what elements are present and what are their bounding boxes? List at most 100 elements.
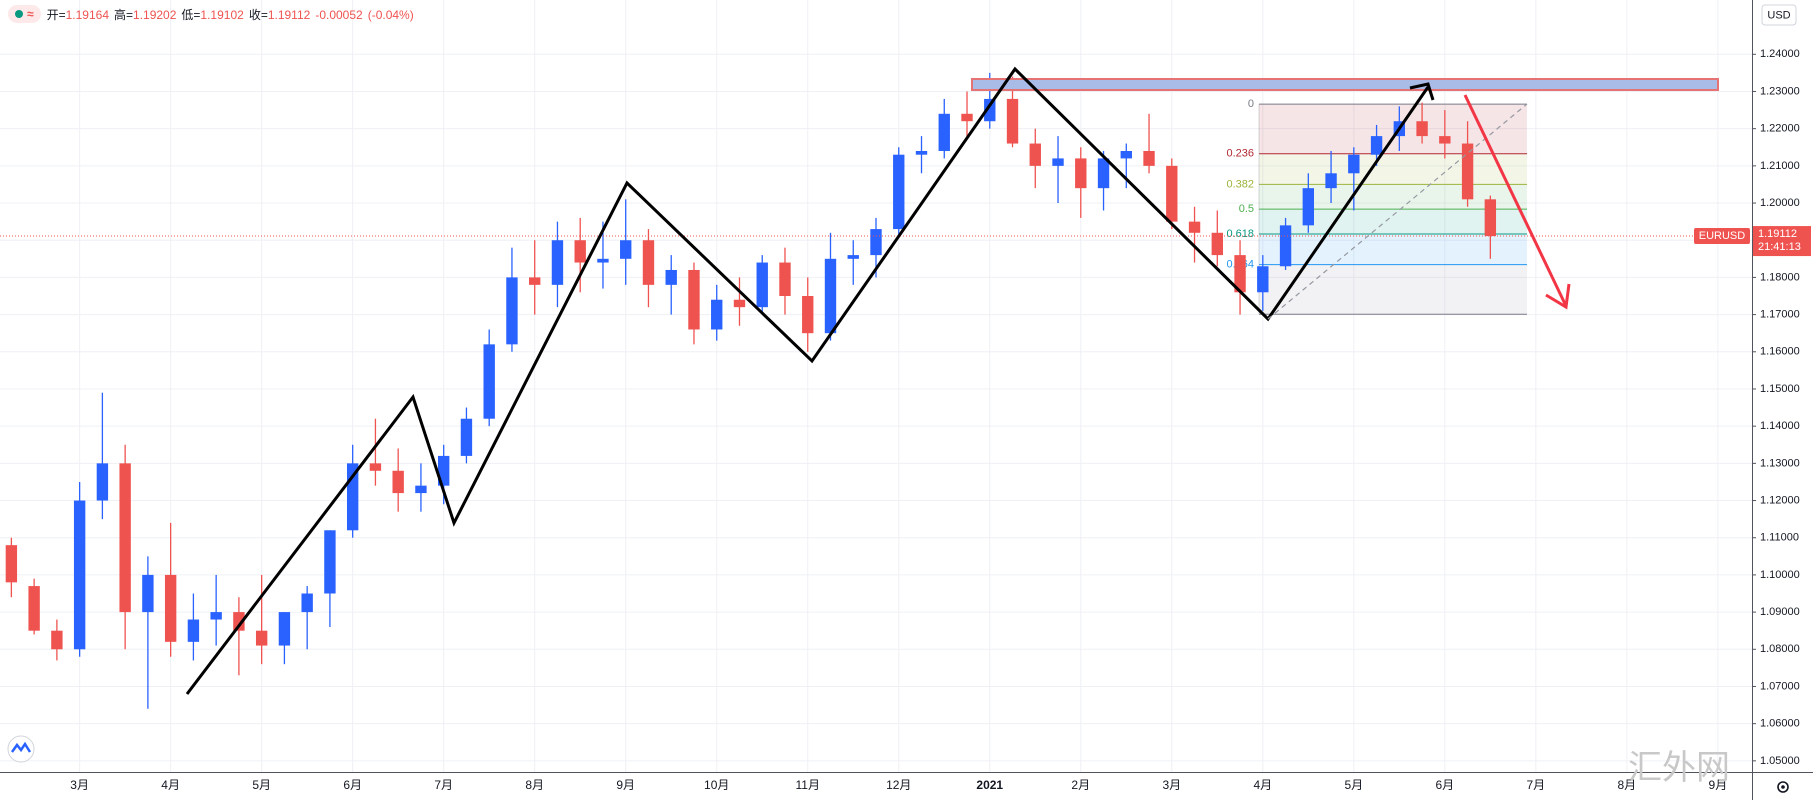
candle-body	[1484, 199, 1497, 237]
candle-body	[642, 240, 655, 285]
status-dot	[15, 10, 23, 18]
x-tick-label: 10月	[704, 778, 729, 792]
y-tick-label: 1.09000	[1760, 606, 1800, 618]
settings-icon[interactable]	[1777, 781, 1789, 793]
y-tick-label: 1.22000	[1760, 123, 1800, 135]
y-tick-label: 1.10000	[1760, 569, 1800, 581]
ohlc-label: 低=	[181, 7, 201, 22]
candle-body	[1302, 188, 1314, 226]
candle-body	[506, 277, 518, 345]
drawings	[185, 66, 1719, 695]
logo-icon	[10, 741, 32, 753]
x-tick-label: 4月	[161, 778, 180, 792]
watermark: 汇外网	[1628, 748, 1730, 788]
ohlc-values: 开=1.19164 高=1.19202 低=1.19102 收=1.19112 -0.0…	[47, 6, 419, 23]
y-tick-label: 1.23000	[1760, 85, 1800, 97]
x-tick-label: 6月	[1435, 778, 1454, 792]
x-tick-label: 6月	[343, 778, 362, 792]
candle-body	[1257, 266, 1269, 293]
resistance-zone[interactable]	[971, 78, 1719, 91]
candle-body	[893, 154, 905, 230]
candle-body	[51, 630, 63, 650]
x-tick-label: 8月	[525, 778, 544, 792]
ohlc-value: 1.19112	[267, 7, 311, 22]
x-tick-label: 9月	[616, 778, 635, 792]
x-tick-label: 7月	[1527, 778, 1546, 792]
ohlc-label: 收=	[248, 7, 268, 22]
candle-body	[984, 98, 996, 122]
status-pill[interactable]: ≈	[8, 5, 41, 23]
candle-body	[187, 619, 200, 642]
y-tick-label: 1.17000	[1760, 309, 1800, 321]
candle-body	[688, 269, 700, 330]
fib-band	[1259, 104, 1527, 154]
y-tick-label: 1.13000	[1760, 457, 1800, 469]
y-tick-label: 1.07000	[1760, 680, 1800, 692]
symbol-label: EURUSD	[1699, 230, 1746, 242]
candle-body	[1029, 143, 1041, 166]
candle-body	[1416, 121, 1428, 137]
candle-body	[96, 463, 109, 501]
candle-body	[392, 470, 404, 494]
candle-body	[415, 485, 427, 494]
ohlc-label: 开=	[46, 7, 66, 22]
candle-body	[574, 240, 586, 263]
candle-body	[301, 593, 313, 613]
candle-body	[733, 299, 746, 308]
currency: USD	[1767, 9, 1790, 21]
fib-label: 0	[1248, 98, 1254, 110]
fib-band	[1259, 153, 1527, 185]
ohlc-value: 1.19202	[133, 7, 177, 22]
settings-icon-center	[1781, 785, 1785, 789]
x-tick-label: 5月	[1344, 778, 1363, 792]
fib-label: 0.382	[1226, 178, 1254, 190]
y-tick-label: 1.15000	[1760, 383, 1800, 395]
candle-body	[1279, 225, 1292, 267]
x-tick-label: 9月	[1709, 778, 1728, 792]
candle-body	[1006, 98, 1019, 144]
candle-body	[369, 463, 382, 471]
candle-body	[847, 255, 859, 259]
candle-body	[1120, 150, 1132, 159]
currency-button[interactable]	[1761, 4, 1797, 26]
fib-band	[1259, 233, 1527, 265]
candle-body	[1348, 154, 1360, 174]
zigzag-arrowhead	[1409, 82, 1435, 101]
ohlc-label: 高=	[114, 7, 134, 22]
candle-body	[824, 258, 837, 334]
candle-body	[1370, 136, 1383, 155]
price-axis-bg	[1753, 0, 1813, 800]
y-tick-label: 1.14000	[1760, 420, 1800, 432]
fib-label: 0.236	[1226, 148, 1254, 160]
candle-body	[1211, 232, 1223, 256]
down-arrow[interactable]	[1463, 94, 1568, 307]
candle-body	[5, 545, 18, 583]
y-tick-label: 1.21000	[1760, 160, 1800, 172]
down-arrowhead	[1545, 283, 1571, 310]
change-percent: (-0.04%)	[367, 7, 414, 22]
x-tick-label: 7月	[434, 778, 453, 792]
candle-body	[142, 574, 154, 613]
candles	[0, 72, 1752, 709]
candle-body	[1166, 165, 1178, 222]
symbol-tag	[1694, 228, 1750, 245]
x-tick-label: 2021	[976, 778, 1003, 792]
candle-body	[1234, 255, 1246, 293]
countdown: 21:41:13	[1758, 241, 1801, 253]
change: -0.00052	[315, 7, 363, 22]
candle-body	[961, 113, 973, 122]
candle-body	[119, 463, 131, 613]
y-tick-label: 1.11000	[1760, 532, 1799, 544]
x-tick-label: 11月	[796, 778, 820, 792]
fib-trend-line	[1267, 103, 1528, 320]
time-axis-bg	[0, 773, 1813, 800]
candle-body	[779, 262, 791, 297]
candle-body	[938, 113, 950, 151]
y-tick-label: 1.20000	[1760, 197, 1800, 209]
x-tick-label: 5月	[252, 778, 271, 792]
zigzag-line[interactable]	[185, 66, 1430, 695]
